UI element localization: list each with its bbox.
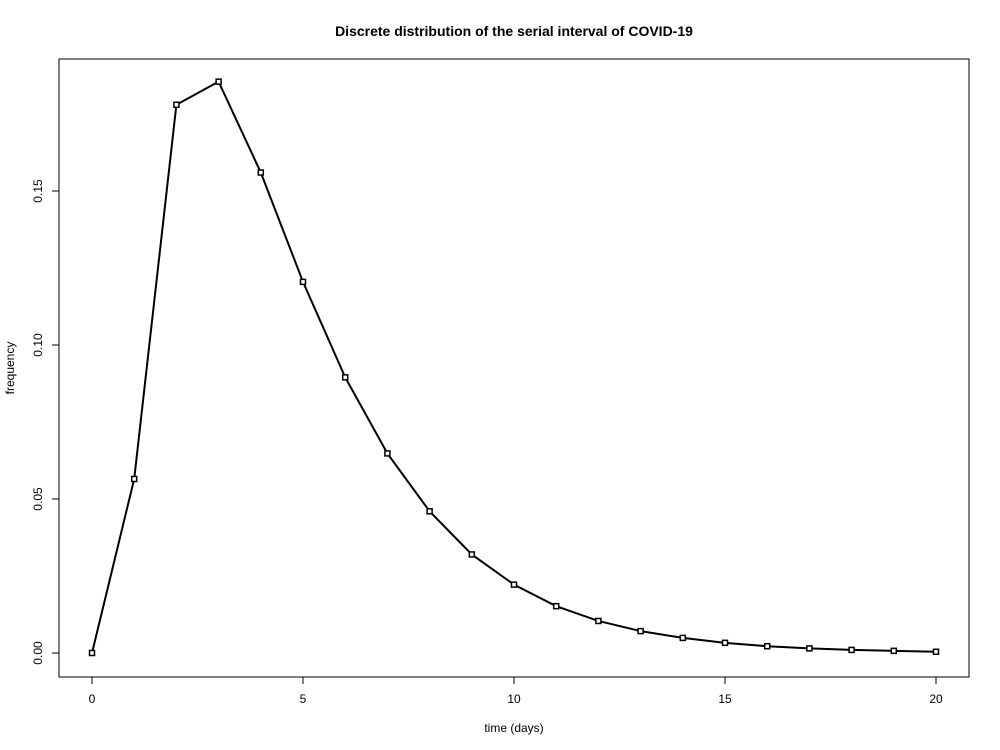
data-point xyxy=(88,649,96,657)
y-tick-label: 0.00 xyxy=(31,641,45,665)
data-point xyxy=(848,646,855,654)
chart-title: Discrete distribution of the serial inte… xyxy=(335,23,693,39)
data-point xyxy=(890,647,898,655)
series-group xyxy=(88,78,940,657)
data-point xyxy=(299,278,307,286)
data-point xyxy=(932,648,940,656)
y-axis-label: frequency xyxy=(3,342,17,395)
data-point xyxy=(679,634,687,642)
data-point xyxy=(510,581,518,588)
data-point xyxy=(130,475,138,483)
x-axis: 0 5 10 15 20 xyxy=(89,676,943,706)
data-point xyxy=(215,78,222,85)
data-point xyxy=(426,508,433,515)
data-point xyxy=(637,627,644,635)
data-point xyxy=(806,645,813,652)
data-point xyxy=(341,374,349,381)
data-point xyxy=(257,169,265,176)
x-tick-label: 15 xyxy=(718,692,732,706)
data-point xyxy=(721,639,729,647)
y-tick-label: 0.15 xyxy=(31,179,45,203)
data-point xyxy=(552,602,560,610)
x-tick-label: 0 xyxy=(89,692,96,706)
y-tick-label: 0.10 xyxy=(31,333,45,357)
x-tick-label: 5 xyxy=(300,692,307,706)
y-axis: 0.00 0.05 0.10 0.15 xyxy=(31,179,60,665)
x-tick-label: 10 xyxy=(507,692,521,706)
data-point xyxy=(468,551,476,558)
x-tick-label: 20 xyxy=(929,692,943,706)
y-tick-label: 0.05 xyxy=(31,487,45,511)
data-point xyxy=(595,617,602,625)
data-point xyxy=(763,642,771,650)
data-point xyxy=(173,101,180,109)
series-line xyxy=(91,80,937,654)
x-axis-label: time (days) xyxy=(484,721,543,735)
data-point xyxy=(384,450,391,457)
